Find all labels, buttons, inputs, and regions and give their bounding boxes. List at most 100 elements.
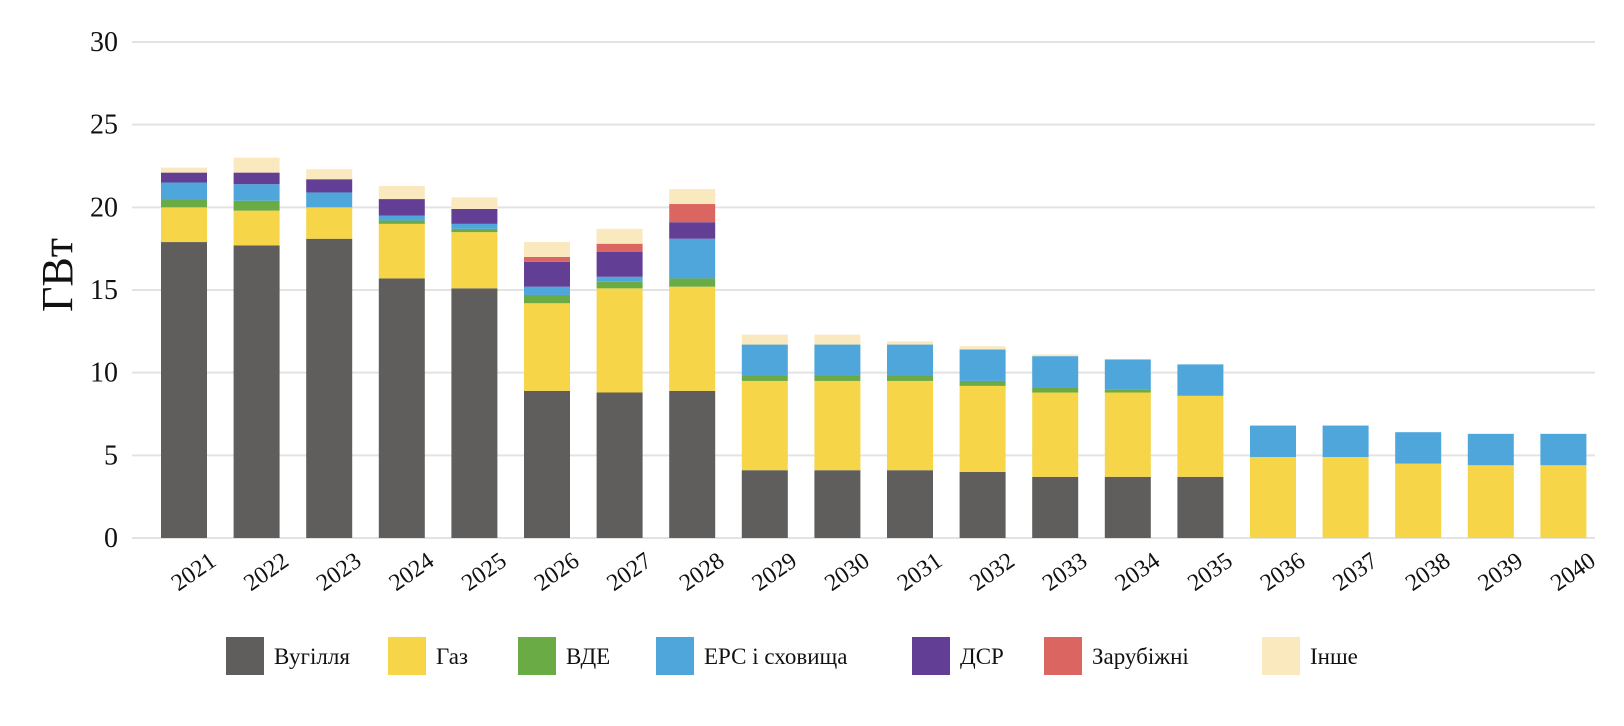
- bar-segment-2032-6: [959, 346, 1006, 350]
- y-axis-label: ГВт: [33, 238, 82, 312]
- bar-segment-2031-0: [887, 470, 933, 538]
- bar-group-2038: [1395, 432, 1442, 538]
- y-tick-label: 15: [90, 275, 118, 306]
- bar-segment-2028-3: [669, 238, 716, 279]
- bar-segment-2027-5: [596, 243, 643, 252]
- bar-segment-2024-3: [378, 215, 425, 221]
- bar-segment-2028-2: [669, 278, 716, 287]
- legend-label: ЕРС і сховища: [704, 644, 847, 669]
- bar-segment-2026-2: [524, 294, 570, 304]
- legend: Вугілля Газ ВДЕ ЕРС і сховища ДСР Зарубіжні Ін…: [226, 637, 1358, 675]
- legend-swatch: [912, 637, 950, 675]
- bar-segment-2030-6: [814, 334, 861, 345]
- bar-segment-2038-1: [1395, 463, 1442, 538]
- bar-segment-2033-0: [1032, 476, 1079, 538]
- legend-label: Вугілля: [274, 644, 350, 669]
- x-tick-label: 2025: [457, 548, 511, 597]
- legend-item-3: ЕРС і сховища: [656, 637, 847, 675]
- bar-segment-2022-1: [233, 210, 280, 246]
- x-tick-label: 2038: [1401, 548, 1455, 597]
- bar-segment-2024-6: [378, 185, 425, 200]
- bar-group-2028: [669, 189, 716, 538]
- bar-segment-2022-3: [233, 184, 280, 201]
- bar-group-2040: [1540, 433, 1587, 538]
- bar-group-2021: [161, 167, 207, 538]
- bar-segment-2024-1: [378, 223, 425, 279]
- bar-segment-2021-3: [161, 182, 207, 200]
- x-tick-label: 2036: [1256, 548, 1310, 597]
- bar-segment-2034-3: [1104, 359, 1151, 390]
- x-tick-label: 2030: [820, 548, 874, 597]
- legend-label: Газ: [436, 644, 468, 669]
- x-tick-label: 2040: [1546, 548, 1600, 597]
- bar-segment-2025-3: [451, 223, 498, 229]
- x-tick-label: 2033: [1038, 548, 1092, 597]
- bar-segment-2025-4: [451, 208, 498, 224]
- bar-segment-2026-0: [524, 390, 570, 538]
- bar-segment-2033-2: [1032, 387, 1079, 393]
- legend-swatch: [1262, 637, 1300, 675]
- bar-segment-2035-1: [1177, 395, 1224, 477]
- bar-segment-2034-0: [1104, 476, 1151, 538]
- bar-group-2039: [1467, 433, 1514, 538]
- bar-segment-2028-4: [669, 222, 716, 239]
- x-tick-label: 2037: [1328, 548, 1382, 597]
- bar-segment-2038-3: [1395, 432, 1442, 464]
- bar-segment-2025-6: [451, 197, 498, 209]
- legend-item-4: ДСР: [912, 637, 1004, 675]
- bar-group-2029: [741, 334, 788, 538]
- legend-item-2: ВДЕ: [518, 637, 610, 675]
- bar-segment-2027-2: [596, 281, 643, 289]
- x-tick-label: 2024: [385, 548, 439, 597]
- y-tick-label: 10: [90, 358, 118, 389]
- bar-segment-2026-5: [524, 256, 570, 262]
- x-axis-ticks: 2021 2022 2023 2024 2025 2026 2027 2028 2029 2030…: [167, 548, 1601, 597]
- bar-segment-2023-0: [306, 238, 353, 538]
- bar-segment-2031-2: [887, 375, 933, 381]
- legend-swatch: [656, 637, 694, 675]
- bar-segment-2028-5: [669, 204, 716, 223]
- bar-segment-2035-0: [1177, 476, 1224, 538]
- bar-segment-2026-1: [524, 303, 570, 391]
- x-tick-label: 2039: [1474, 548, 1528, 597]
- bar-segment-2023-1: [306, 207, 353, 239]
- bar-group-2026: [524, 242, 570, 538]
- bar-segment-2036-1: [1250, 456, 1296, 538]
- bar-segment-2027-6: [596, 228, 643, 244]
- bar-segment-2026-3: [524, 286, 570, 295]
- bar-segment-2034-2: [1104, 389, 1151, 393]
- bar-group-2027: [596, 228, 643, 538]
- bar-segment-2030-0: [814, 470, 861, 538]
- bar-segment-2026-4: [524, 261, 570, 287]
- bar-segment-2021-6: [161, 167, 207, 173]
- bar-group-2036: [1250, 425, 1296, 538]
- legend-swatch: [518, 637, 556, 675]
- bar-segment-2032-1: [959, 385, 1006, 472]
- legend-swatch: [1044, 637, 1082, 675]
- bar-segment-2027-0: [596, 392, 643, 538]
- bar-segment-2022-2: [233, 200, 280, 211]
- bar-segment-2030-3: [814, 344, 861, 376]
- x-tick-label: 2026: [530, 548, 584, 597]
- legend-swatch: [388, 637, 426, 675]
- bar-segment-2039-1: [1467, 465, 1514, 538]
- bar-segment-2029-3: [741, 344, 788, 376]
- x-tick-label: 2023: [312, 548, 366, 597]
- bar-group-2030: [814, 334, 861, 538]
- y-axis-ticks: 0 5 10 15 20 25 30: [90, 27, 118, 554]
- bar-segment-2034-1: [1104, 392, 1151, 477]
- bar-segment-2029-6: [741, 334, 788, 345]
- legend-item-5: Зарубіжні: [1044, 637, 1189, 675]
- bar-segment-2024-4: [378, 199, 425, 216]
- bar-segment-2027-4: [596, 251, 643, 277]
- x-tick-label: 2031: [893, 548, 947, 597]
- bar-segment-2039-3: [1467, 433, 1514, 466]
- bar-segment-2025-0: [451, 288, 498, 538]
- x-tick-label: 2029: [748, 548, 802, 597]
- bar-segment-2021-4: [161, 172, 207, 183]
- y-tick-label: 0: [104, 523, 118, 554]
- legend-item-6: Інше: [1262, 637, 1358, 675]
- bar-segment-2030-1: [814, 380, 861, 471]
- bar-group-2034: [1104, 359, 1151, 538]
- bar-segment-2021-0: [161, 242, 207, 538]
